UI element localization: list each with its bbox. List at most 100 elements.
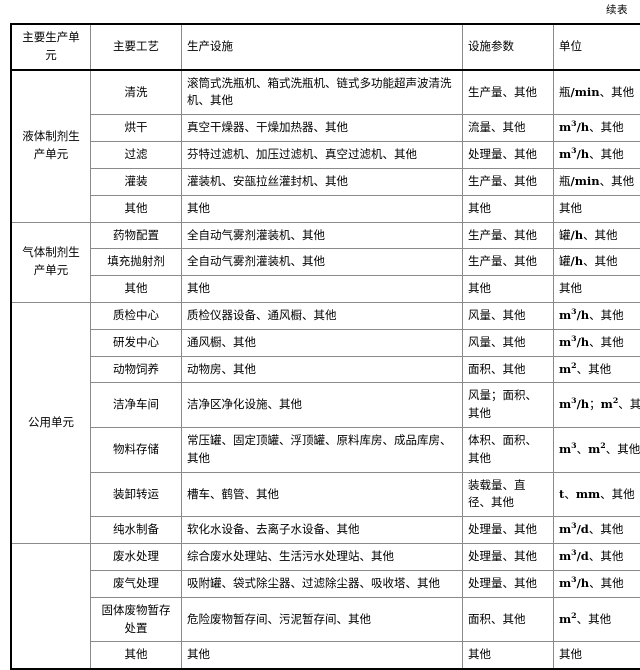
cell-main-process: 其他 (91, 195, 182, 222)
cell-main-production-unit: 公用单元 (11, 302, 91, 543)
cell-production-facility: 槽车、鹤管、其他 (182, 472, 463, 517)
cell-unit-of-measure: t、mm、其他 (554, 472, 640, 517)
cell-main-process: 烘干 (91, 115, 182, 142)
cell-production-facility: 其他 (182, 195, 463, 222)
cell-production-facility: 芬特过滤机、加压过滤机、真空过滤机、其他 (182, 142, 463, 169)
cell-main-process: 填充抛射剂 (91, 249, 182, 276)
cell-production-facility: 通风橱、其他 (182, 329, 463, 356)
cell-production-facility: 软化水设备、去离子水设备、其他 (182, 517, 463, 544)
cell-unit-of-measure: 罐/h、其他 (554, 249, 640, 276)
cell-unit-of-measure: m3/h；m2、其他 (554, 383, 640, 428)
cell-main-production-unit: 气体制剂生产单元 (11, 222, 91, 302)
header-facility-parameter: 设施参数 (463, 24, 554, 70)
cell-main-process: 固体废物暂存处置 (91, 597, 182, 642)
cell-main-process: 物料存储 (91, 428, 182, 473)
table-row: 其他其他其他其他 (11, 276, 640, 303)
cell-facility-parameter: 生产量、其他 (463, 70, 554, 115)
cell-main-process: 洁净车间 (91, 383, 182, 428)
cell-main-process: 过滤 (91, 142, 182, 169)
cell-unit-of-measure: 其他 (554, 276, 640, 303)
table-body: 液体制剂生产单元清洗滚筒式洗瓶机、箱式洗瓶机、链式多功能超声波清洗机、其他生产量… (11, 70, 640, 670)
cell-unit-of-measure: 其他 (554, 642, 640, 669)
cell-facility-parameter: 体积、面积、其他 (463, 428, 554, 473)
cell-production-facility: 其他 (182, 276, 463, 303)
header-main-production-unit: 主要生产单元 (11, 24, 91, 70)
cell-unit-of-measure: m2、其他 (554, 356, 640, 383)
table-row: 灌装灌装机、安瓿拉丝灌封机、其他生产量、其他瓶/min、其他 (11, 168, 640, 195)
cell-facility-parameter: 其他 (463, 195, 554, 222)
cell-unit-of-measure: 其他 (554, 195, 640, 222)
header-row: 主要生产单元 主要工艺 生产设施 设施参数 单位 (11, 24, 640, 70)
header-unit-of-measure: 单位 (554, 24, 640, 70)
cell-main-process: 动物饲养 (91, 356, 182, 383)
cell-production-facility: 真空干燥器、干燥加热器、其他 (182, 115, 463, 142)
cell-facility-parameter: 流量、其他 (463, 115, 554, 142)
cell-unit-of-measure: m3、m2、其他 (554, 428, 640, 473)
cell-unit-of-measure: 瓶/min、其他 (554, 70, 640, 115)
cell-production-facility: 动物房、其他 (182, 356, 463, 383)
cell-main-process: 装卸转运 (91, 472, 182, 517)
cell-facility-parameter: 处理量、其他 (463, 517, 554, 544)
cell-production-facility: 全自动气雾剂灌装机、其他 (182, 222, 463, 249)
cell-facility-parameter: 生产量、其他 (463, 222, 554, 249)
cell-production-facility: 其他 (182, 642, 463, 669)
production-unit-table: 主要生产单元 主要工艺 生产设施 设施参数 单位 液体制剂生产单元清洗滚筒式洗瓶… (10, 23, 640, 670)
cell-main-production-unit: 液体制剂生产单元 (11, 70, 91, 222)
cell-facility-parameter: 风量、其他 (463, 302, 554, 329)
cell-facility-parameter: 处理量、其他 (463, 570, 554, 597)
cell-unit-of-measure: m3/h、其他 (554, 115, 640, 142)
table-header: 主要生产单元 主要工艺 生产设施 设施参数 单位 (11, 24, 640, 70)
cell-main-process: 质检中心 (91, 302, 182, 329)
cell-facility-parameter: 面积、其他 (463, 597, 554, 642)
cell-facility-parameter: 生产量、其他 (463, 168, 554, 195)
cell-unit-of-measure: m3/h、其他 (554, 142, 640, 169)
cell-main-process: 其他 (91, 276, 182, 303)
cell-unit-of-measure: m2、其他 (554, 597, 640, 642)
cell-unit-of-measure: m3/h、其他 (554, 302, 640, 329)
cell-main-process: 废气处理 (91, 570, 182, 597)
header-main-process: 主要工艺 (91, 24, 182, 70)
cell-production-facility: 洁净区净化设施、其他 (182, 383, 463, 428)
cell-facility-parameter: 风量；面积、其他 (463, 383, 554, 428)
cell-facility-parameter: 风量、其他 (463, 329, 554, 356)
table-row: 填充抛射剂全自动气雾剂灌装机、其他生产量、其他罐/h、其他 (11, 249, 640, 276)
cell-unit-of-measure: 瓶/min、其他 (554, 168, 640, 195)
cell-unit-of-measure: m3/d、其他 (554, 517, 640, 544)
cell-unit-of-measure: m3/h、其他 (554, 329, 640, 356)
cell-production-facility: 质检仪器设备、通风橱、其他 (182, 302, 463, 329)
table-row: 其他其他其他其他 (11, 195, 640, 222)
cell-unit-of-measure: m3/h、其他 (554, 570, 640, 597)
cell-main-production-unit (11, 544, 91, 670)
table-row: 液体制剂生产单元清洗滚筒式洗瓶机、箱式洗瓶机、链式多功能超声波清洗机、其他生产量… (11, 70, 640, 115)
cell-facility-parameter: 其他 (463, 642, 554, 669)
spec-table-container: 主要生产单元 主要工艺 生产设施 设施参数 单位 液体制剂生产单元清洗滚筒式洗瓶… (10, 23, 630, 670)
cell-unit-of-measure: 罐/h、其他 (554, 222, 640, 249)
table-row: 气体制剂生产单元药物配置全自动气雾剂灌装机、其他生产量、其他罐/h、其他 (11, 222, 640, 249)
cell-facility-parameter: 其他 (463, 276, 554, 303)
continued-table-label: 续表 (606, 2, 628, 17)
cell-production-facility: 常压罐、固定顶罐、浮顶罐、原料库房、成品库房、其他 (182, 428, 463, 473)
document-page: 续表 主要生产单元 主要工艺 生产设施 设施参数 单位 液体制剂生产单元清洗滚筒… (0, 0, 640, 557)
cell-production-facility: 吸附罐、袋式除尘器、过滤除尘器、吸收塔、其他 (182, 570, 463, 597)
cell-production-facility: 全自动气雾剂灌装机、其他 (182, 249, 463, 276)
cell-main-process: 研发中心 (91, 329, 182, 356)
cell-facility-parameter: 面积、其他 (463, 356, 554, 383)
cell-facility-parameter: 生产量、其他 (463, 249, 554, 276)
cell-main-process: 纯水制备 (91, 517, 182, 544)
table-row: 其他其他其他其他 (11, 642, 640, 669)
cell-main-process: 清洗 (91, 70, 182, 115)
cell-production-facility: 危险废物暂存间、污泥暂存间、其他 (182, 597, 463, 642)
cell-production-facility: 滚筒式洗瓶机、箱式洗瓶机、链式多功能超声波清洗机、其他 (182, 70, 463, 115)
cell-facility-parameter: 装载量、直径、其他 (463, 472, 554, 517)
cell-main-process: 其他 (91, 642, 182, 669)
